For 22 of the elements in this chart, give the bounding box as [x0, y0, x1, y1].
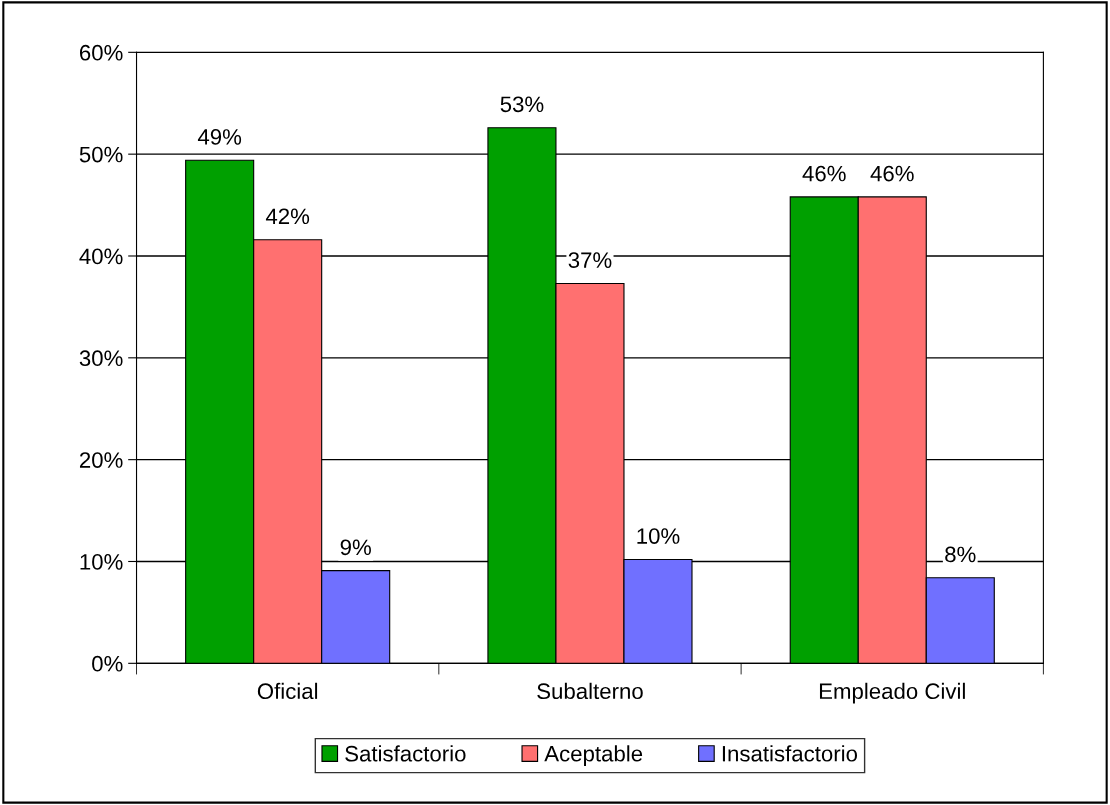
- data-label: 46%: [802, 165, 846, 182]
- data-label: 49%: [197, 129, 242, 145]
- legend-label: Satisfactorio: [345, 745, 466, 762]
- y-tick-label: 50%: [79, 146, 123, 163]
- data-label: 53%: [500, 96, 544, 113]
- data-label: 42%: [265, 208, 310, 225]
- y-tick-label: 0%: [92, 655, 123, 672]
- x-tick-label: Oficial: [257, 682, 318, 700]
- legend-label: Insatisfactorio: [722, 745, 858, 762]
- y-tick-label: 60%: [79, 44, 123, 61]
- x-tick-label: Subalterno: [537, 682, 643, 700]
- data-label: 8%: [945, 546, 976, 563]
- data-label: 10%: [637, 528, 680, 544]
- y-tick-label: 10%: [80, 554, 123, 570]
- data-label: 9%: [340, 539, 371, 556]
- y-tick-label: 30%: [79, 350, 123, 367]
- y-tick-label: 40%: [79, 248, 123, 265]
- x-tick-label: Empleado Civil: [819, 682, 965, 704]
- legend-label: Aceptable: [544, 745, 643, 766]
- y-tick-label: 20%: [79, 452, 123, 468]
- data-label: 46%: [870, 165, 914, 182]
- data-label: 37%: [568, 252, 612, 268]
